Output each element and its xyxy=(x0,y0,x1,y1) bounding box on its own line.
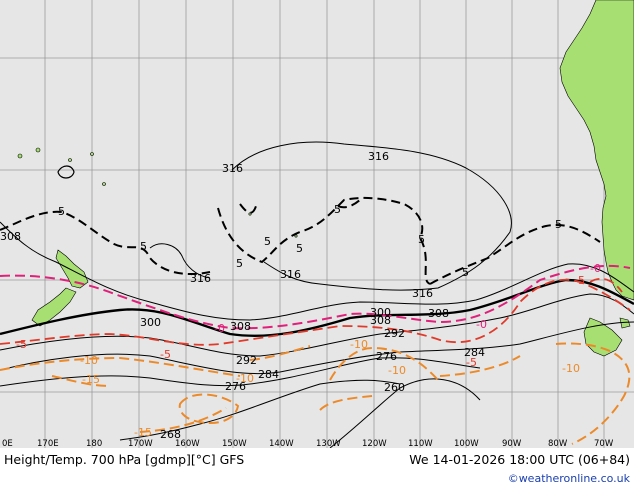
height-label: 308 xyxy=(230,320,251,333)
new-zealand-north-island xyxy=(55,249,89,289)
height-labels: 316 316 316 316 316 308 308 308 308 300 … xyxy=(0,150,485,441)
map-datetime: We 14-01-2026 18:00 UTC (06+84) xyxy=(409,452,630,467)
weather-map: 316 316 316 316 316 308 308 308 308 300 … xyxy=(0,0,634,449)
lon-label: 80W xyxy=(548,439,568,448)
height-contour-316-west xyxy=(149,243,211,279)
height-contour-276 xyxy=(0,357,481,387)
height-label: 316 xyxy=(412,287,433,300)
height-contour-268 xyxy=(119,379,401,441)
temp-label: -10 xyxy=(562,362,580,375)
temp-label: -10 xyxy=(80,354,98,367)
temp-label: -10 xyxy=(350,338,368,351)
height-label: 316 xyxy=(280,268,301,281)
temp-contour-neg5 xyxy=(0,277,631,346)
temp-label: 5 xyxy=(264,235,271,248)
temp-label: -0 xyxy=(590,262,601,275)
height-contour-284 xyxy=(0,321,634,375)
lon-label: 170E xyxy=(37,439,59,448)
height-contours xyxy=(0,141,634,449)
temp-label: -0 xyxy=(214,322,225,335)
lon-label: 160W xyxy=(175,439,200,448)
temp-label: -5 xyxy=(466,356,477,369)
height-label: 316 xyxy=(368,150,389,163)
height-label: 284 xyxy=(464,346,485,359)
south-america-land xyxy=(559,0,634,301)
lon-label: 170W xyxy=(128,439,153,448)
temp-label: 5 xyxy=(418,233,425,246)
height-label: 316 xyxy=(222,162,243,175)
height-contour-260 xyxy=(329,378,481,449)
height-label: 276 xyxy=(376,350,397,363)
temp-contours-plus5 xyxy=(0,196,601,285)
temp-label: 5 xyxy=(334,203,341,216)
map-title: Height/Temp. 700 hPa [gdmp][°C] GFS xyxy=(4,452,245,467)
temp-label: 5 xyxy=(296,242,303,255)
temp-label: -5 xyxy=(54,205,65,218)
lon-label: 100W xyxy=(454,439,479,448)
temp-label: -5 xyxy=(574,274,585,287)
credit-link[interactable]: ©weatheronline.co.uk xyxy=(507,472,630,485)
height-label: 292 xyxy=(236,354,257,367)
falkland-islands-land xyxy=(619,317,631,329)
temp-label: 5 xyxy=(236,257,243,270)
temp-label: -15 xyxy=(134,426,152,439)
temp-labels: -5 5 5 5 5 5 5 5 5 -5 -5 -5 -5 -10 -10 -… xyxy=(16,203,601,439)
temp-label: 5 xyxy=(140,240,147,253)
lon-label: 140W xyxy=(269,439,294,448)
height-label: 300 xyxy=(370,306,391,319)
new-zealand-south-island xyxy=(31,287,77,327)
height-contour-300 xyxy=(0,278,634,337)
height-label: 308 xyxy=(370,314,391,327)
height-label: 260 xyxy=(384,381,405,394)
lon-label: 110W xyxy=(408,439,433,448)
temp-label: -10 xyxy=(236,372,254,385)
temp-contour-0 xyxy=(0,264,631,330)
lat-lon-grid xyxy=(0,0,634,448)
longitude-labels: 0E 170E 180 170W 160W 150W 140W 130W 120… xyxy=(2,439,614,449)
lon-label: 0E xyxy=(2,439,13,448)
temp-label: -10 xyxy=(388,364,406,377)
temp-contour-small-closed xyxy=(57,165,75,179)
temp-label: -5 xyxy=(16,338,27,351)
height-label: 300 xyxy=(140,316,161,329)
height-label: 268 xyxy=(160,428,181,441)
lon-label: 150W xyxy=(222,439,247,448)
height-contour-316 xyxy=(231,141,512,291)
height-label: 316 xyxy=(190,272,211,285)
lon-label: 90W xyxy=(502,439,522,448)
temp-contour-neg10 xyxy=(0,342,631,445)
lon-label: 130W xyxy=(316,439,341,448)
height-label: 292 xyxy=(384,327,405,340)
temp-label: -15 xyxy=(82,373,100,386)
lon-label: 120W xyxy=(362,439,387,448)
temp-label: 5 xyxy=(555,218,562,231)
height-contour-308 xyxy=(0,221,634,321)
height-label: 276 xyxy=(225,380,246,393)
height-label: 308 xyxy=(0,230,21,243)
height-label: 308 xyxy=(428,307,449,320)
temp-label: -0 xyxy=(476,318,487,331)
lon-label: 180 xyxy=(86,439,102,448)
temp-label: 5 xyxy=(462,266,469,279)
temp-label: -5 xyxy=(160,348,171,361)
height-label: 284 xyxy=(258,368,279,381)
lon-label: 70W xyxy=(594,439,614,448)
